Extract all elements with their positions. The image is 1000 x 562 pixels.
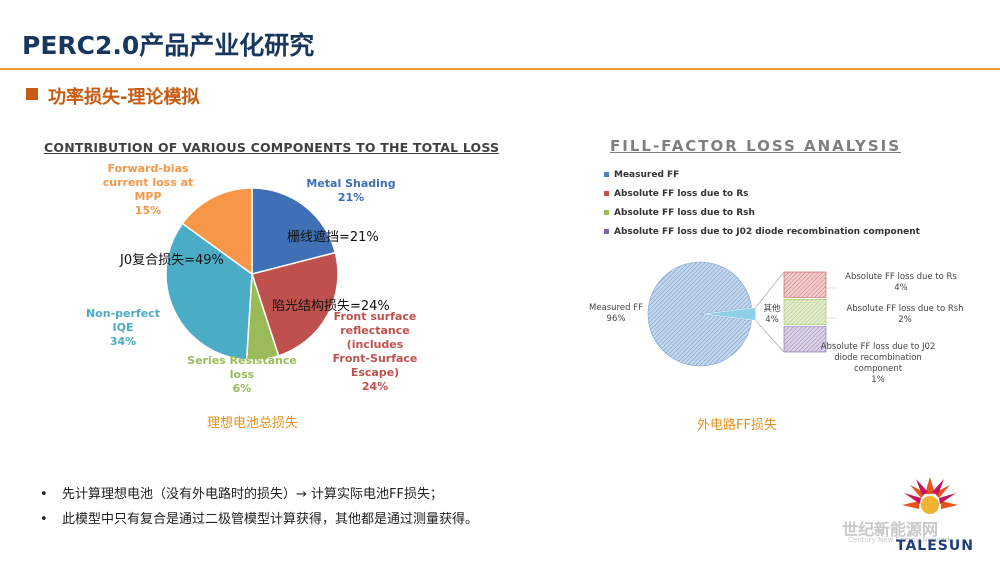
- ff-pie-chart: [647, 261, 757, 367]
- note-text: 先计算理想电池（没有外电路时的损失）→ 计算实际电池FF损失；: [62, 487, 443, 502]
- right-chart-caption: 外电路FF损失: [697, 418, 777, 433]
- bar-label-j02: Absolute FF loss due to J02 diode recomb…: [818, 342, 938, 386]
- breakdown-bar-1: [783, 299, 827, 325]
- slice-label-pct: 24%: [361, 380, 389, 393]
- bar-label-pct: 2%: [898, 315, 912, 325]
- breakdown-bar-0: [783, 271, 827, 298]
- slice-label-text: Metal Shading: [306, 177, 396, 190]
- pie-slice-4: [181, 187, 253, 276]
- pie-slice-measured-ff: [647, 261, 752, 367]
- slice-label-forward-bias: Forward-bias current loss at MPP 15%: [95, 162, 201, 218]
- section-subtitle: 功率损失-理论模拟: [48, 87, 200, 108]
- slice-label-other: 其他 4%: [758, 304, 786, 326]
- slice-label-pct: 34%: [109, 335, 137, 348]
- watermark-sub: Century New Energy Network: [848, 536, 952, 544]
- annotation-trapping: 陷光结构损失=24%: [272, 299, 390, 314]
- legend-label: Measured FF: [614, 170, 680, 180]
- pie-slice-3: [165, 222, 253, 361]
- page-title: PERC2.0产品产业化研究: [22, 31, 315, 60]
- slice-label-pct: 96%: [606, 314, 626, 324]
- legend-item: Absolute FF loss due to Rs: [604, 189, 749, 199]
- company-logo: TALESUN: [896, 538, 974, 554]
- slice-label-text: Forward-bias current loss at MPP: [102, 162, 194, 203]
- annotation-shading: 栅线遮挡=21%: [287, 230, 379, 245]
- slice-label-pct: 15%: [134, 204, 162, 217]
- note-text: 此模型中只有复合是通过二极管模型计算获得，其他都是通过测量获得。: [62, 512, 479, 527]
- breakdown-bar-2: [783, 326, 827, 353]
- left-chart-title: CONTRIBUTION OF VARIOUS COMPONENTS TO TH…: [44, 140, 500, 155]
- legend-item: Absolute FF loss due to Rsh: [604, 208, 755, 218]
- slice-label-text: Front surface reflectance (includes Fron…: [332, 310, 418, 379]
- pie-slice-other: [703, 307, 757, 321]
- legend-swatch: [604, 172, 609, 177]
- legend-label: Absolute FF loss due to Rs: [614, 189, 749, 199]
- bar-label-rs: Absolute FF loss due to Rs 4%: [826, 272, 976, 294]
- legend-label: Absolute FF loss due to Rsh: [614, 208, 755, 218]
- bar-label-text: Absolute FF loss due to Rs: [845, 272, 957, 282]
- slice-label-measured-ff: Measured FF 96%: [586, 303, 646, 325]
- square-bullet-icon: [26, 88, 38, 100]
- list-item: • 先计算理想电池（没有外电路时的损失）→ 计算实际电池FF损失；: [40, 487, 443, 502]
- slice-label-pct: 4%: [765, 315, 779, 325]
- slice-label-text: Series Resistance loss: [187, 354, 297, 381]
- title-divider: [0, 68, 1000, 70]
- connector-line-0: [755, 271, 785, 308]
- slice-label-pct: 21%: [337, 191, 365, 204]
- bar-label-text: Absolute FF loss due to J02 diode recomb…: [820, 342, 936, 374]
- watermark: 世纪新能源网: [842, 520, 939, 539]
- slice-label-pct: 6%: [232, 382, 252, 395]
- annotation-j0: J0复合损失=49%: [120, 253, 224, 268]
- legend-item: Measured FF: [604, 170, 679, 180]
- legend-swatch: [604, 229, 609, 234]
- bar-label-pct: 4%: [894, 283, 908, 293]
- slice-label-non-perfect-iqe: Non-perfect IQE 34%: [78, 307, 168, 349]
- slice-label-text: Measured FF: [588, 303, 643, 313]
- bar-label-rsh: Absolute FF loss due to Rsh 2%: [830, 304, 980, 326]
- right-chart-title: FILL-FACTOR LOSS ANALYSIS: [610, 137, 902, 155]
- list-item: • 此模型中只有复合是通过二极管模型计算获得，其他都是通过测量获得。: [40, 512, 479, 527]
- loss-pie-chart: [165, 187, 339, 361]
- pie-slice-0: [251, 187, 337, 275]
- ff-breakdown-bars: [755, 271, 836, 353]
- bar-label-text: Absolute FF loss due to Rsh: [846, 304, 964, 314]
- legend-swatch: [604, 210, 609, 215]
- slice-label-front-reflectance: Front surface reflectance (includes Fron…: [330, 310, 420, 394]
- connector-line-1: [755, 320, 785, 353]
- slice-label-text: Non-perfect IQE: [86, 307, 160, 334]
- left-chart-caption: 理想电池总损失: [207, 416, 299, 431]
- bar-label-pct: 1%: [871, 375, 885, 385]
- slice-label-text: 其他: [763, 304, 781, 314]
- pie-slice-1: [251, 251, 339, 357]
- legend-swatch: [604, 191, 609, 196]
- slice-label-metal-shading: Metal Shading 21%: [296, 177, 406, 205]
- legend-label: Absolute FF loss due to J02 diode recomb…: [614, 227, 920, 237]
- slice-label-series-resistance: Series Resistance loss 6%: [182, 354, 302, 396]
- legend-item: Absolute FF loss due to J02 diode recomb…: [604, 227, 920, 237]
- notes-list: • 先计算理想电池（没有外电路时的损失）→ 计算实际电池FF损失； • 此模型中只有…: [40, 482, 478, 532]
